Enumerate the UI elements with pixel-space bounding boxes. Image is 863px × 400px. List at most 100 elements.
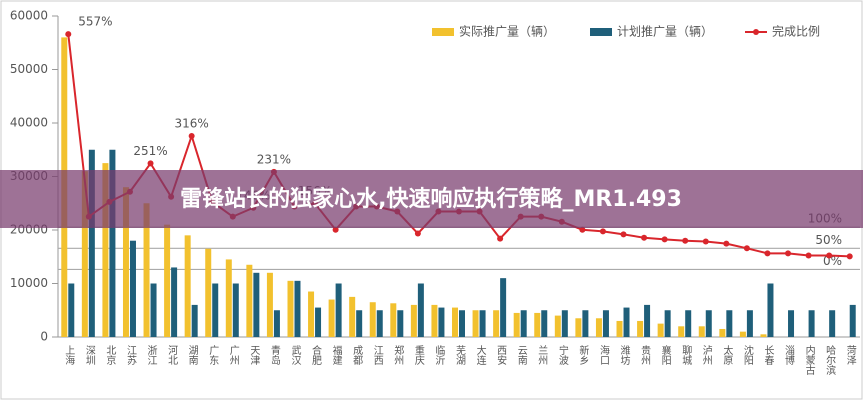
x-tick-label: 广州 [227, 345, 239, 365]
bar [698, 326, 705, 337]
bar [595, 318, 602, 337]
y-tick-label: 60000 [10, 9, 48, 23]
point [661, 236, 668, 243]
bar [88, 149, 95, 337]
bar [678, 326, 685, 337]
bar [541, 310, 548, 337]
bar [554, 315, 561, 337]
x-tick-label: 贵州 [639, 344, 651, 365]
bar [575, 318, 582, 337]
bar [122, 187, 129, 337]
bar [266, 272, 273, 337]
bar [513, 312, 520, 337]
x-tick-label: 临沂 [433, 344, 445, 365]
bar [500, 278, 507, 337]
point [702, 238, 709, 245]
bar [829, 310, 836, 337]
bar [273, 310, 280, 337]
bar [143, 203, 150, 337]
bar [459, 310, 465, 337]
legend-swatch [590, 28, 612, 36]
bar [417, 283, 424, 337]
legend-label: 完成比例 [772, 24, 820, 39]
x-tick-label: 菏泽 [844, 345, 856, 365]
bar [253, 272, 260, 337]
x-tick-label: 成都 [351, 345, 363, 366]
point [579, 226, 586, 233]
banner [0, 170, 863, 228]
x-tick-label: 襄阳 [659, 344, 671, 365]
bar [561, 310, 568, 337]
bar [328, 299, 335, 337]
bar [410, 304, 417, 337]
point [497, 235, 504, 242]
bar [212, 283, 219, 337]
bar [746, 310, 753, 337]
x-tick-label: 广东 [207, 345, 219, 365]
x-tick-label: 湖南 [186, 345, 198, 365]
bar [705, 310, 712, 337]
bar [68, 283, 75, 337]
x-tick-label: 海口 [597, 344, 609, 365]
bar [760, 334, 767, 337]
point [188, 132, 195, 139]
bar [616, 320, 623, 337]
x-tick-label: 浙江 [145, 345, 157, 365]
bar [164, 224, 171, 337]
point [332, 226, 339, 233]
x-tick-label: 北京 [104, 345, 116, 366]
bar [191, 304, 198, 337]
y-tick-label: 50000 [10, 62, 48, 76]
bar [452, 307, 458, 337]
point [65, 31, 72, 38]
bar [349, 296, 356, 337]
bar [232, 283, 239, 337]
y2-tick-label: 50% [815, 233, 842, 247]
point [599, 228, 606, 235]
x-tick-label: 合肥 [310, 344, 322, 366]
point [785, 250, 792, 257]
bar [520, 310, 527, 337]
data-label: 316% [175, 116, 209, 130]
x-tick-label: 大连 [474, 344, 486, 366]
x-tick-label: 云南 [515, 345, 527, 365]
x-tick-label: 长春 [762, 345, 774, 366]
x-tick-label: 江苏 [124, 345, 136, 366]
x-tick-label: 兰州 [536, 344, 548, 365]
bar [719, 328, 726, 337]
legend-label: 实际推广量（辆） [459, 24, 555, 39]
bar [637, 320, 644, 337]
bar [225, 259, 232, 337]
bar [534, 312, 541, 337]
x-tick-label: 福建 [330, 344, 342, 365]
x-tick-label: 太原 [721, 344, 733, 365]
bar [308, 291, 315, 337]
legend-label: 计划推广量（辆） [617, 25, 713, 39]
bar [739, 331, 746, 337]
legend-swatch [432, 28, 454, 36]
x-tick-label: 深圳 [83, 345, 95, 365]
point [620, 231, 627, 238]
x-tick-label: 沈阳 [741, 344, 753, 365]
point [682, 237, 689, 244]
bar [582, 310, 589, 337]
x-tick-label: 新乡 [577, 344, 589, 365]
point [641, 234, 648, 241]
point [414, 230, 421, 237]
x-tick-label: 淄博 [783, 345, 795, 366]
bar [623, 307, 630, 337]
bar [376, 310, 383, 337]
point [826, 252, 833, 259]
x-tick-label: 芜湖 [454, 344, 466, 366]
bar [767, 283, 774, 337]
x-tick-label: 西安 [495, 345, 507, 366]
bar [657, 323, 664, 337]
bar [602, 310, 609, 337]
y-tick-label: 0 [40, 330, 48, 344]
x-tick-label: 潍坊 [618, 345, 630, 366]
point [805, 252, 812, 259]
x-tick-label: 武汉 [289, 344, 301, 366]
bar [102, 163, 109, 337]
legend-swatch [753, 29, 759, 35]
